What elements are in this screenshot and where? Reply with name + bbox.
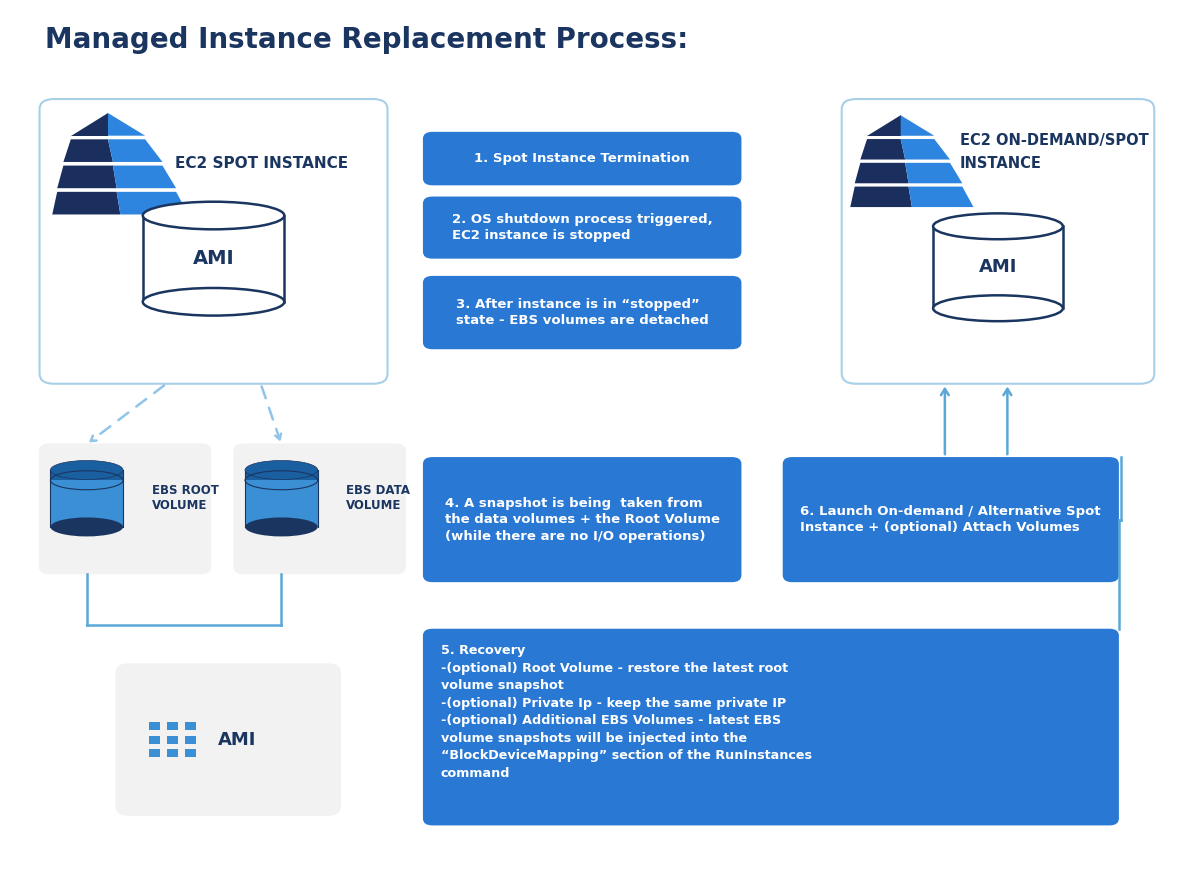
Polygon shape — [868, 115, 901, 136]
Polygon shape — [149, 749, 161, 757]
Polygon shape — [116, 192, 188, 214]
Polygon shape — [58, 165, 116, 188]
Polygon shape — [905, 163, 962, 183]
FancyBboxPatch shape — [40, 99, 388, 384]
Polygon shape — [186, 749, 197, 757]
Polygon shape — [149, 722, 161, 731]
Polygon shape — [143, 215, 284, 301]
Polygon shape — [908, 186, 973, 207]
Ellipse shape — [50, 517, 124, 537]
Text: Managed Instance Replacement Process:: Managed Instance Replacement Process: — [46, 26, 689, 54]
FancyBboxPatch shape — [116, 664, 341, 815]
Polygon shape — [64, 139, 113, 162]
Ellipse shape — [934, 295, 1063, 321]
Text: 4. A snapshot is being  taken from
the data volumes + the Root Volume
(while the: 4. A snapshot is being taken from the da… — [445, 496, 720, 543]
Ellipse shape — [245, 461, 318, 480]
FancyBboxPatch shape — [422, 276, 742, 349]
Polygon shape — [50, 470, 124, 527]
FancyBboxPatch shape — [422, 197, 742, 259]
Polygon shape — [71, 113, 108, 136]
Text: EC2 ON-DEMAND/SPOT: EC2 ON-DEMAND/SPOT — [960, 133, 1148, 148]
Polygon shape — [245, 470, 318, 527]
FancyBboxPatch shape — [40, 444, 210, 573]
FancyBboxPatch shape — [422, 457, 742, 582]
Polygon shape — [167, 722, 179, 731]
Text: 6. Launch On-demand / Alternative Spot
Instance + (optional) Attach Volumes: 6. Launch On-demand / Alternative Spot I… — [800, 505, 1102, 535]
Polygon shape — [53, 192, 120, 214]
Polygon shape — [901, 139, 950, 159]
Polygon shape — [851, 186, 912, 207]
Ellipse shape — [934, 213, 1063, 240]
FancyBboxPatch shape — [422, 629, 1118, 826]
Text: 5. Recovery
-(optional) Root Volume - restore the latest root
volume snapshot
-(: 5. Recovery -(optional) Root Volume - re… — [440, 645, 811, 780]
FancyBboxPatch shape — [422, 132, 742, 186]
Polygon shape — [108, 139, 162, 162]
Text: AMI: AMI — [193, 249, 234, 268]
Polygon shape — [860, 139, 905, 159]
Text: AMI: AMI — [217, 731, 256, 748]
Text: EC2 SPOT INSTANCE: EC2 SPOT INSTANCE — [175, 156, 348, 172]
Polygon shape — [854, 163, 908, 183]
Text: 2. OS shutdown process triggered,
EC2 instance is stopped: 2. OS shutdown process triggered, EC2 in… — [452, 213, 713, 242]
Polygon shape — [186, 722, 197, 731]
Text: AMI: AMI — [979, 259, 1018, 276]
FancyBboxPatch shape — [782, 457, 1118, 582]
Polygon shape — [934, 226, 1063, 308]
Text: INSTANCE: INSTANCE — [960, 156, 1042, 172]
Text: 1. Spot Instance Termination: 1. Spot Instance Termination — [474, 152, 690, 165]
Text: EBS ROOT
VOLUME: EBS ROOT VOLUME — [151, 484, 218, 512]
Polygon shape — [113, 165, 176, 188]
Polygon shape — [50, 470, 124, 480]
Polygon shape — [167, 736, 179, 744]
Polygon shape — [167, 749, 179, 757]
FancyBboxPatch shape — [234, 444, 406, 573]
FancyBboxPatch shape — [841, 99, 1154, 384]
Polygon shape — [149, 736, 161, 744]
Polygon shape — [245, 470, 318, 480]
Ellipse shape — [245, 517, 318, 537]
Polygon shape — [108, 113, 145, 136]
Polygon shape — [186, 736, 197, 744]
Text: 3. After instance is in “stopped”
state - EBS volumes are detached: 3. After instance is in “stopped” state … — [456, 298, 708, 327]
Text: EBS DATA
VOLUME: EBS DATA VOLUME — [347, 484, 410, 512]
Ellipse shape — [143, 202, 284, 229]
Polygon shape — [901, 115, 935, 136]
Ellipse shape — [143, 288, 284, 315]
Ellipse shape — [50, 461, 124, 480]
